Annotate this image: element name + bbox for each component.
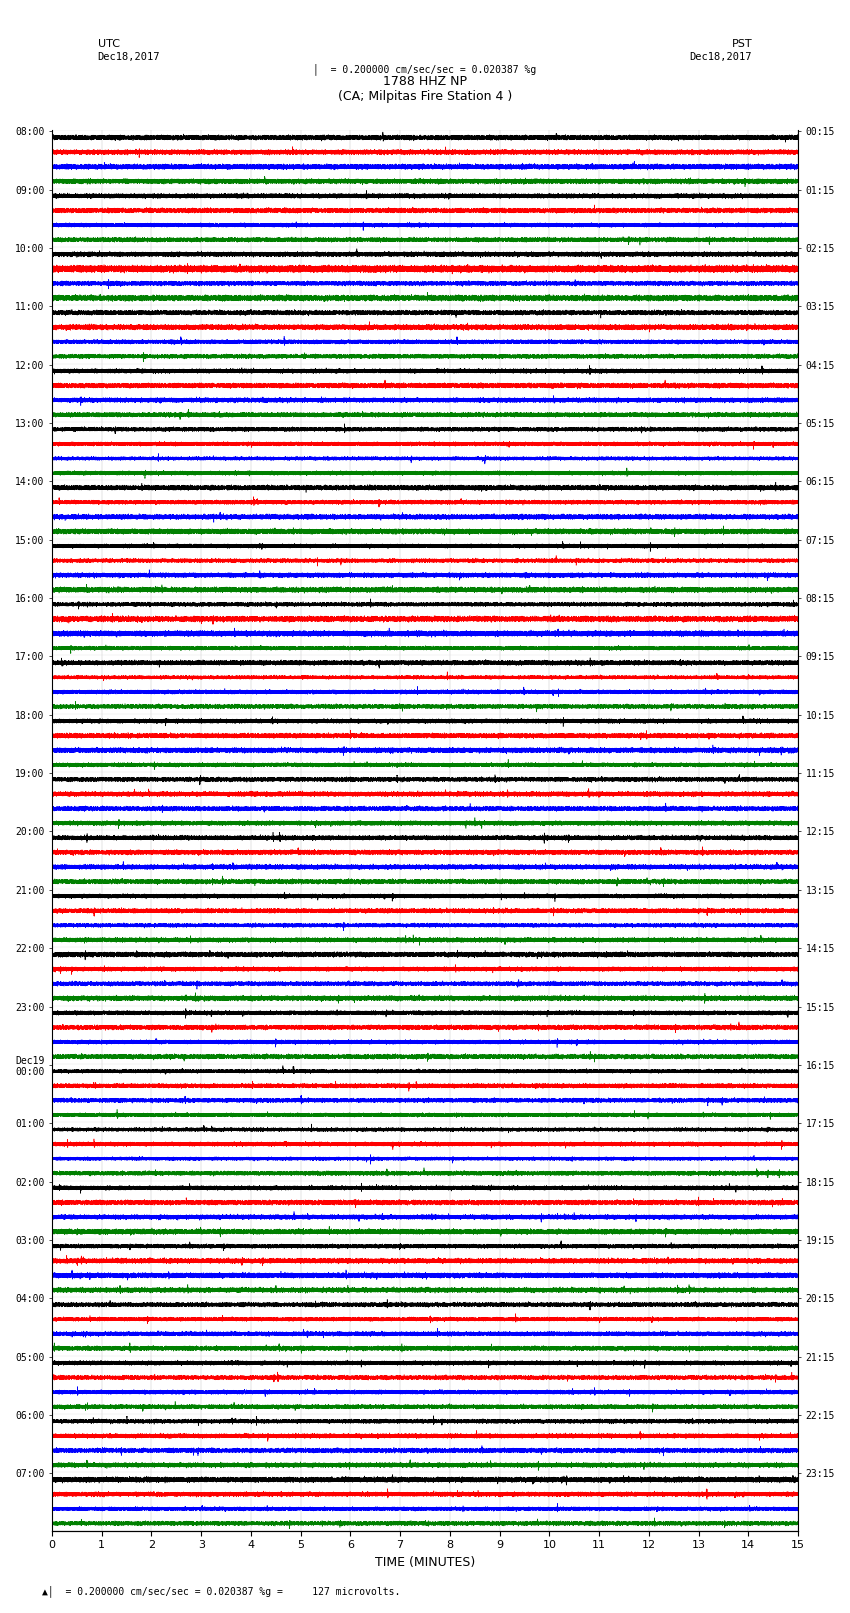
Text: Dec18,2017: Dec18,2017 (689, 52, 752, 61)
Text: ▲│  = 0.200000 cm/sec/sec = 0.020387 %g =     127 microvolts.: ▲│ = 0.200000 cm/sec/sec = 0.020387 %g =… (42, 1586, 401, 1597)
X-axis label: TIME (MINUTES): TIME (MINUTES) (375, 1557, 475, 1569)
Text: │  = 0.200000 cm/sec/sec = 0.020387 %g: │ = 0.200000 cm/sec/sec = 0.020387 %g (314, 63, 536, 74)
Text: PST: PST (732, 39, 752, 48)
Text: UTC: UTC (98, 39, 120, 48)
Title: 1788 HHZ NP
(CA; Milpitas Fire Station 4 ): 1788 HHZ NP (CA; Milpitas Fire Station 4… (337, 74, 512, 103)
Text: Dec18,2017: Dec18,2017 (98, 52, 161, 61)
